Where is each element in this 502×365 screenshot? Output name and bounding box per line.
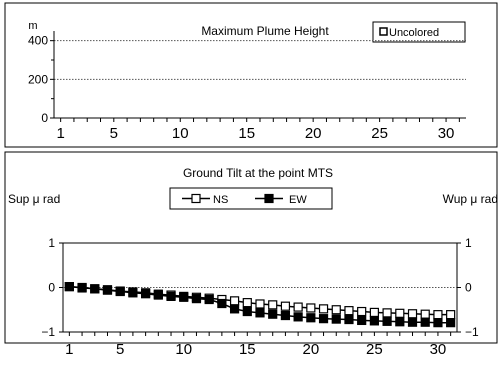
ew-data-point: [229, 304, 240, 314]
plume-x-tick-label: 5: [110, 125, 118, 142]
tilt-legend-box: [169, 187, 333, 210]
ew-data-point: [102, 285, 113, 295]
plume-x-tick-label: 1: [56, 125, 64, 142]
plume-y-tick-label: 400: [28, 34, 48, 48]
ew-data-point: [90, 284, 100, 294]
ew-data-point: [191, 294, 202, 304]
tilt-right-y-tick-label: −1: [465, 325, 479, 339]
tilt-x-tick-label: 15: [239, 341, 256, 358]
ew-data-point: [306, 313, 316, 323]
ns-data-point: [268, 300, 278, 310]
plume-x-tick-label: 15: [238, 125, 255, 142]
ew-data-point: [293, 312, 303, 322]
plume-y-tick-label: 200: [28, 72, 48, 86]
tilt-x-tick-label: 30: [430, 341, 447, 358]
ns-data-point: [318, 304, 329, 314]
uncolored-marker-icon: [379, 27, 388, 36]
ew-data-point: [77, 283, 87, 293]
ns-data-point: [306, 303, 316, 313]
plume-x-tick-label: 10: [172, 125, 189, 142]
tilt-x-tick-label: 10: [175, 341, 192, 358]
plume-legend-box: [372, 21, 466, 43]
tilt-left-y-tick-label: 1: [48, 236, 55, 250]
ns-data-point: [407, 309, 418, 319]
ew-legend-label: EW: [289, 194, 307, 206]
tilt-left-y-tick-label: −1: [41, 325, 55, 339]
ns-data-point: [331, 305, 341, 315]
ew-data-point: [420, 317, 430, 327]
tilt-x-tick-label: 5: [116, 341, 124, 358]
ew-data-point: [141, 289, 151, 299]
plume-legend-label: Uncolored: [389, 27, 439, 39]
ns-data-point: [344, 306, 354, 316]
ew-data-point: [268, 309, 278, 319]
ew-data-point: [64, 282, 74, 292]
ns-data-point: [369, 307, 379, 318]
ew-legend-marker-icon: [264, 193, 274, 204]
ew-data-point: [433, 318, 443, 328]
ew-data-point: [179, 292, 189, 302]
ew-data-point: [128, 288, 138, 298]
ns-data-point: [395, 308, 405, 318]
tilt-x-tick-label: 1: [65, 341, 73, 358]
ew-data-point: [255, 308, 265, 318]
ns-legend-label: NS: [213, 194, 228, 206]
ns-data-point: [433, 310, 443, 320]
tilt-right-axis-label: Wup μ rad: [443, 192, 498, 206]
plume-x-tick-label: 30: [438, 125, 455, 142]
tilt-legend: NS EW: [169, 187, 333, 210]
ew-data-point: [280, 310, 291, 321]
plume-x-tick-label: 25: [371, 125, 388, 142]
tilt-right-y-tick-label: 0: [465, 281, 472, 295]
plume-height-panel: Maximum Plume Height m Uncolored 0 200 400…: [4, 2, 498, 148]
ground-tilt-panel: Ground Tilt at the point MTS Sup μ rad W…: [4, 151, 498, 358]
plume-legend: Uncolored: [372, 21, 466, 43]
ew-data-point: [382, 316, 392, 326]
ns-data-point: [280, 301, 291, 311]
ew-data-point: [115, 286, 125, 297]
ew-data-point: [242, 306, 252, 317]
tilt-left-y-tick-label: 0: [48, 281, 55, 295]
ns-data-point: [242, 298, 252, 308]
tilt-chart-title: Ground Tilt at the point MTS: [183, 166, 333, 180]
plume-chart-title: Maximum Plume Height: [201, 24, 329, 38]
tilt-left-axis-label: Sup μ rad: [8, 192, 60, 206]
ew-data-point: [344, 314, 354, 325]
tilt-x-tick-label: 25: [366, 341, 383, 358]
plume-x-tick-label: 20: [305, 125, 322, 142]
ew-data-point: [217, 298, 227, 309]
ns-data-point: [420, 309, 430, 319]
ew-data-point: [407, 317, 418, 327]
plume-y-tick-label: 0: [41, 111, 48, 125]
ew-data-point: [204, 294, 214, 305]
ew-data-point: [395, 317, 405, 327]
ns-data-point: [446, 310, 456, 320]
ew-data-point: [446, 318, 456, 328]
ew-data-point: [166, 291, 176, 301]
ew-data-point: [331, 314, 341, 324]
plume-y-unit-label: m: [28, 20, 37, 32]
ns-legend-marker-icon: [191, 193, 201, 204]
ns-data-point: [357, 306, 367, 317]
ew-data-point: [318, 314, 329, 324]
ns-data-point: [229, 296, 240, 306]
ew-data-point: [357, 315, 367, 326]
tilt-right-y-tick-label: 1: [465, 236, 472, 250]
tilt-x-tick-label: 20: [302, 341, 319, 358]
ew-data-point: [369, 316, 379, 326]
ns-data-point: [293, 302, 303, 312]
ns-data-point: [255, 299, 265, 309]
ns-data-point: [382, 308, 392, 318]
ew-data-point: [153, 290, 163, 300]
